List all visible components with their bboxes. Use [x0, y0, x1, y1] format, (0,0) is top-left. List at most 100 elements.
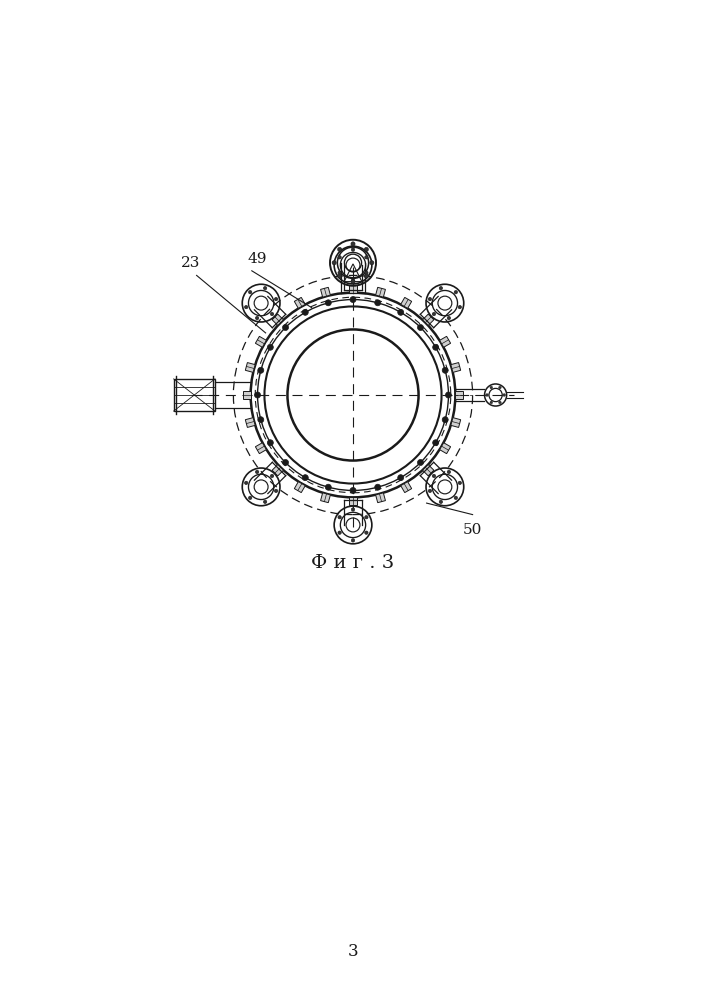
- Circle shape: [350, 297, 356, 303]
- Circle shape: [398, 309, 404, 315]
- Circle shape: [248, 496, 252, 500]
- Polygon shape: [272, 314, 284, 325]
- Text: 23: 23: [181, 256, 200, 270]
- Polygon shape: [423, 314, 434, 325]
- Circle shape: [458, 481, 462, 485]
- Circle shape: [454, 496, 457, 500]
- Circle shape: [245, 481, 248, 485]
- Polygon shape: [255, 443, 267, 454]
- Circle shape: [418, 460, 423, 465]
- Circle shape: [439, 500, 443, 504]
- Text: 49: 49: [247, 252, 267, 266]
- Circle shape: [432, 312, 436, 316]
- Circle shape: [270, 312, 274, 316]
- Circle shape: [283, 460, 288, 465]
- Polygon shape: [349, 285, 357, 293]
- Circle shape: [370, 261, 374, 265]
- Circle shape: [498, 386, 501, 389]
- Polygon shape: [455, 391, 463, 399]
- Circle shape: [432, 474, 436, 478]
- Circle shape: [365, 516, 368, 519]
- Circle shape: [338, 271, 341, 274]
- Circle shape: [264, 500, 267, 504]
- Circle shape: [274, 489, 278, 493]
- Polygon shape: [375, 493, 385, 503]
- Circle shape: [351, 279, 355, 282]
- Polygon shape: [243, 391, 251, 399]
- Circle shape: [350, 487, 356, 493]
- Circle shape: [283, 325, 288, 330]
- Polygon shape: [423, 465, 434, 476]
- Text: 3: 3: [348, 944, 358, 960]
- Circle shape: [490, 401, 493, 404]
- Polygon shape: [451, 418, 461, 427]
- Circle shape: [364, 247, 368, 251]
- Circle shape: [490, 386, 493, 389]
- Circle shape: [332, 261, 337, 265]
- Circle shape: [351, 242, 355, 246]
- Circle shape: [245, 305, 248, 309]
- Polygon shape: [440, 336, 450, 347]
- Circle shape: [270, 474, 274, 478]
- Circle shape: [338, 256, 341, 259]
- Circle shape: [338, 531, 341, 534]
- Bar: [174, 379, 215, 411]
- Circle shape: [325, 484, 332, 490]
- Circle shape: [428, 489, 432, 493]
- Circle shape: [351, 248, 355, 251]
- Circle shape: [325, 300, 332, 306]
- Circle shape: [365, 271, 368, 274]
- Circle shape: [445, 392, 452, 398]
- Circle shape: [442, 367, 448, 373]
- Polygon shape: [401, 297, 411, 308]
- Circle shape: [267, 440, 274, 446]
- Polygon shape: [245, 363, 255, 372]
- Text: 50: 50: [463, 523, 482, 537]
- Circle shape: [486, 394, 489, 396]
- Circle shape: [375, 484, 380, 490]
- Circle shape: [365, 256, 368, 259]
- Circle shape: [338, 274, 341, 278]
- Circle shape: [433, 344, 438, 350]
- Polygon shape: [245, 418, 255, 427]
- Circle shape: [498, 401, 501, 404]
- Text: Ф и г . 3: Ф и г . 3: [311, 554, 395, 572]
- Circle shape: [351, 508, 355, 511]
- Polygon shape: [320, 287, 330, 297]
- Circle shape: [454, 290, 457, 294]
- Circle shape: [264, 286, 267, 290]
- Polygon shape: [320, 493, 330, 503]
- Circle shape: [458, 305, 462, 309]
- Polygon shape: [294, 297, 305, 308]
- Polygon shape: [440, 443, 450, 454]
- Polygon shape: [349, 497, 357, 505]
- Circle shape: [365, 531, 368, 534]
- Circle shape: [255, 316, 259, 320]
- Circle shape: [398, 475, 404, 481]
- Circle shape: [338, 516, 341, 519]
- Circle shape: [258, 367, 264, 373]
- Circle shape: [364, 274, 368, 278]
- Circle shape: [303, 309, 308, 315]
- Polygon shape: [451, 363, 461, 372]
- Circle shape: [418, 325, 423, 330]
- Circle shape: [448, 316, 450, 320]
- Circle shape: [274, 297, 278, 301]
- Circle shape: [267, 344, 274, 350]
- Circle shape: [351, 280, 355, 284]
- Circle shape: [439, 286, 443, 290]
- Circle shape: [428, 297, 432, 301]
- Circle shape: [255, 392, 261, 398]
- Circle shape: [503, 394, 506, 396]
- Circle shape: [351, 539, 355, 542]
- Polygon shape: [272, 465, 284, 476]
- Circle shape: [303, 475, 308, 481]
- Circle shape: [375, 300, 380, 306]
- Polygon shape: [255, 336, 267, 347]
- Circle shape: [255, 470, 259, 474]
- Circle shape: [448, 470, 450, 474]
- Polygon shape: [401, 482, 411, 493]
- Circle shape: [442, 417, 448, 423]
- Circle shape: [433, 440, 438, 446]
- Polygon shape: [294, 482, 305, 493]
